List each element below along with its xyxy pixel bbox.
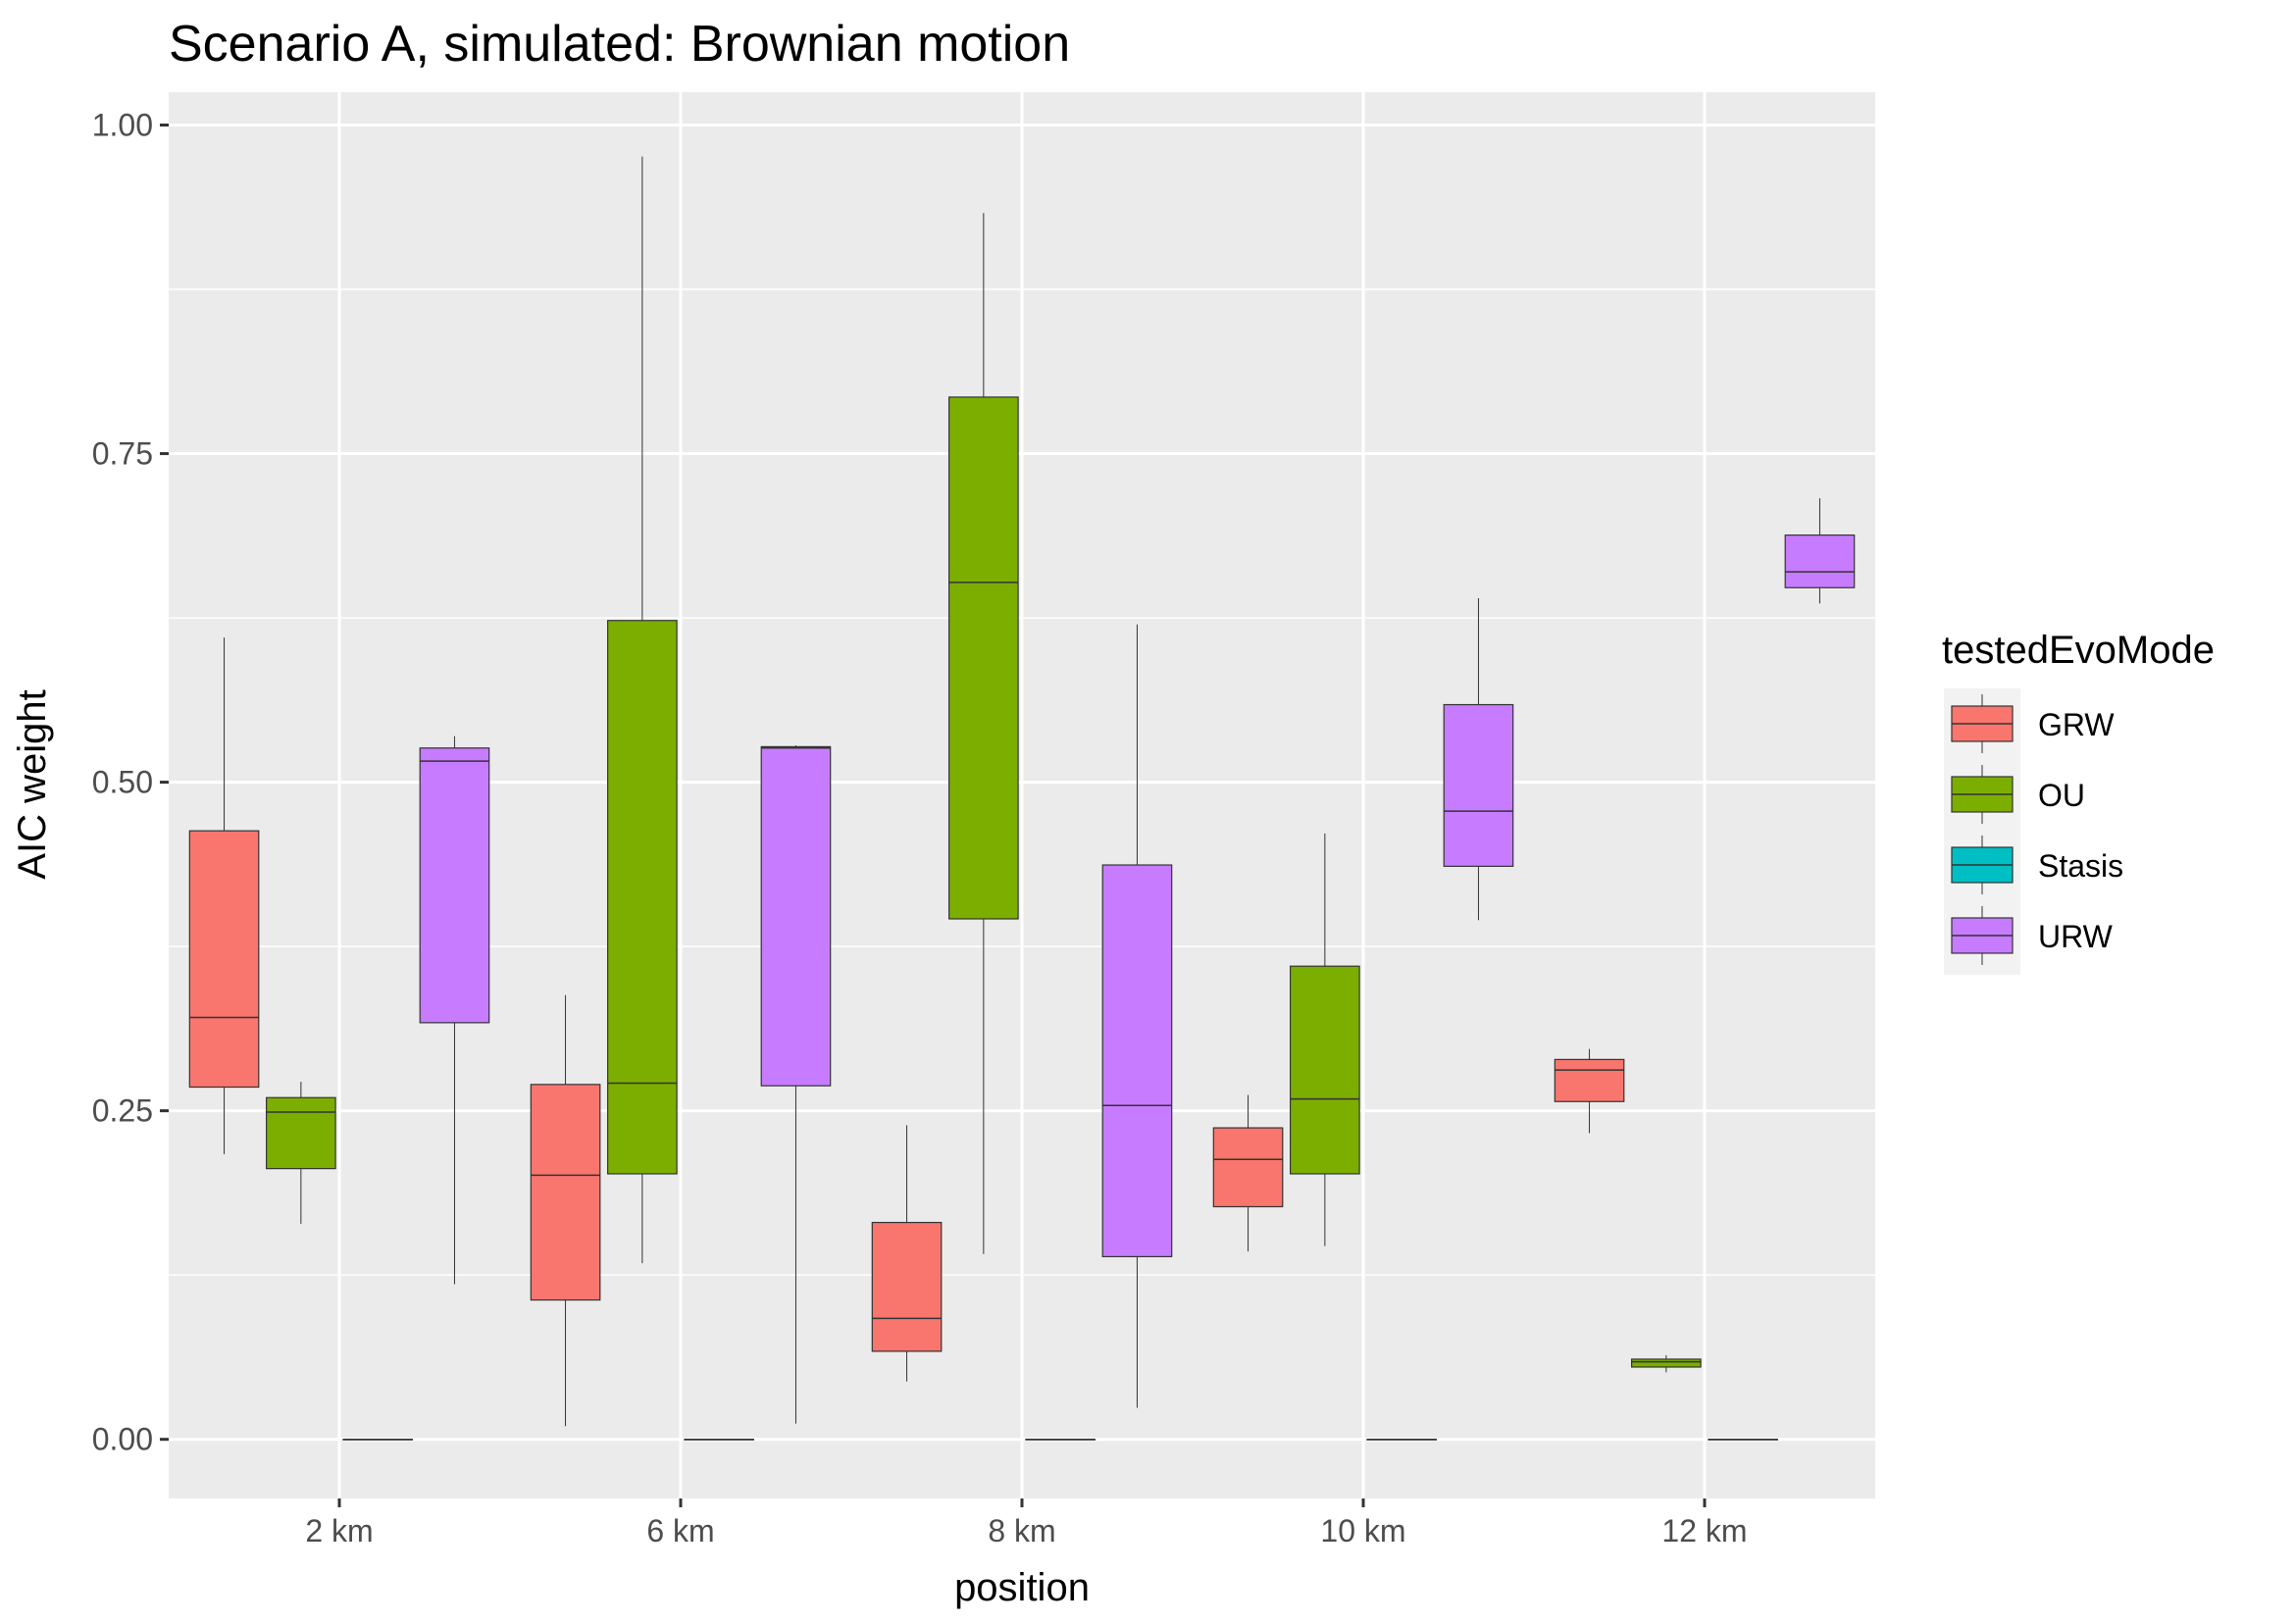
legend-item-urw: URW [1951,906,2114,965]
box-body [1290,965,1360,1175]
box-body [1212,1127,1284,1208]
y-axis-title: AIC weight [11,689,54,879]
box-body [530,1084,601,1301]
major-gridlines [169,92,1875,1498]
legend-title: testedEvoMode [1942,629,2215,672]
box-body [871,1221,943,1352]
legend-item-stasis: Stasis [1951,836,2123,894]
y-tick-label: 0.50 [92,765,153,800]
box-ou-2km [266,1082,336,1224]
box-urw-8km [1101,624,1173,1408]
box-stasis-12km [1708,1438,1778,1441]
box-stasis-8km [1025,1438,1096,1441]
x-tick-label: 12 km [1661,1513,1747,1548]
box-body [188,830,260,1089]
x-axis: 2 km 6 km 8 km 10 km 12 km [305,1498,1748,1548]
box-body [760,745,832,1087]
y-tick-label: 0.25 [92,1093,153,1129]
box-body [1443,703,1514,867]
box-body [266,1096,336,1170]
box-grw-8km [871,1125,943,1382]
legend-item-grw: GRW [1951,694,2115,753]
x-tick-label: 8 km [988,1513,1055,1548]
x-tick-label: 10 km [1320,1513,1405,1548]
y-tick-label: 0.75 [92,436,153,472]
box-body [1631,1358,1702,1368]
box-ou-12km [1631,1354,1702,1373]
box-grw-2km [188,637,260,1154]
legend: testedEvoMode GRW OU Stasis URW [1942,629,2215,975]
box-grw-10km [1212,1094,1284,1252]
legend-item-ou: OU [1951,765,2085,824]
box-urw-2km [419,736,490,1285]
box-body [1784,534,1856,588]
box-urw-12km [1784,498,1856,604]
box-body [607,620,678,1175]
box-stasis-6km [684,1438,754,1441]
chart-title: Scenario A, simulated: Brownian motion [169,16,1070,73]
box-ou-10km [1290,833,1360,1246]
x-axis-title: position [954,1566,1090,1609]
x-tick-label: 2 km [305,1513,373,1548]
box-layer [188,156,1856,1441]
y-axis: 0.00 0.25 0.50 0.75 1.00 [92,108,169,1457]
x-tick-label: 6 km [646,1513,714,1548]
box-ou-6km [607,156,678,1264]
legend-label: URW [2038,919,2114,954]
box-body [1101,864,1173,1258]
y-tick-label: 0.00 [92,1422,153,1457]
box-grw-6km [530,994,601,1427]
box-urw-10km [1443,597,1514,921]
box-body [1554,1058,1625,1102]
box-body [419,747,490,1024]
box-urw-6km [760,745,832,1424]
legend-label: Stasis [2038,848,2123,884]
box-stasis-2km [342,1438,413,1441]
y-tick-label: 1.00 [92,108,153,143]
box-grw-12km [1554,1048,1625,1134]
box-stasis-10km [1366,1438,1437,1441]
box-body [948,396,1019,920]
legend-label: OU [2038,778,2085,813]
legend-label: GRW [2038,707,2115,742]
box-ou-8km [948,213,1019,1254]
